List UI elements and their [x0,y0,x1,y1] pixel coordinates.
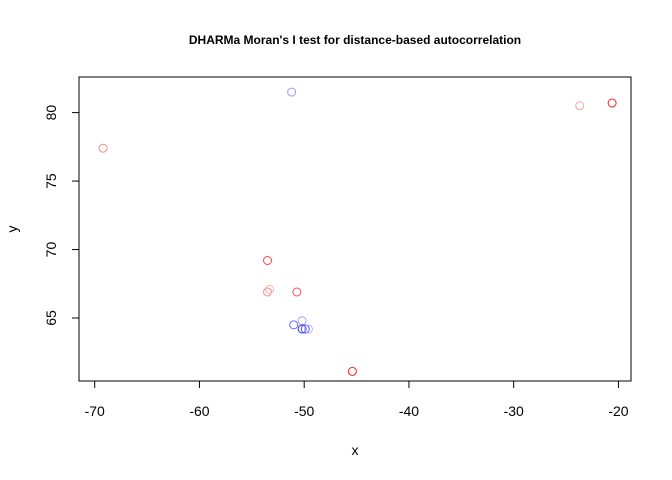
data-point [347,366,357,376]
data-point [263,287,273,297]
x-axis: -70 -60 -50 -40 -30 -20 [85,380,629,419]
data-point [289,320,299,330]
data-point [297,324,307,334]
data-point [607,98,617,108]
data-point [575,101,585,111]
y-tick-label: 75 [43,173,59,189]
data-point [265,284,275,294]
data-points [98,87,617,376]
y-tick-label: 70 [43,242,59,258]
data-point [263,255,273,265]
x-tick-label: -60 [189,403,209,419]
data-point [292,287,302,297]
x-tick-label: -20 [608,403,628,419]
data-point [98,143,108,153]
data-point [297,316,307,326]
y-axis: 65 70 75 80 [43,105,80,326]
y-tick-label: 65 [43,310,59,326]
data-point [303,324,313,334]
x-axis-label: x [352,442,359,458]
data-point [300,324,310,334]
x-tick-label: -70 [85,403,105,419]
plot-frame [78,76,632,382]
data-point [287,87,297,97]
y-tick-label: 80 [43,105,59,121]
x-tick-label: -30 [504,403,524,419]
x-tick-label: -40 [399,403,419,419]
y-axis-label: y [4,226,20,233]
x-tick-label: -50 [294,403,314,419]
chart-title: DHARMa Moran's I test for distance-based… [189,33,521,47]
